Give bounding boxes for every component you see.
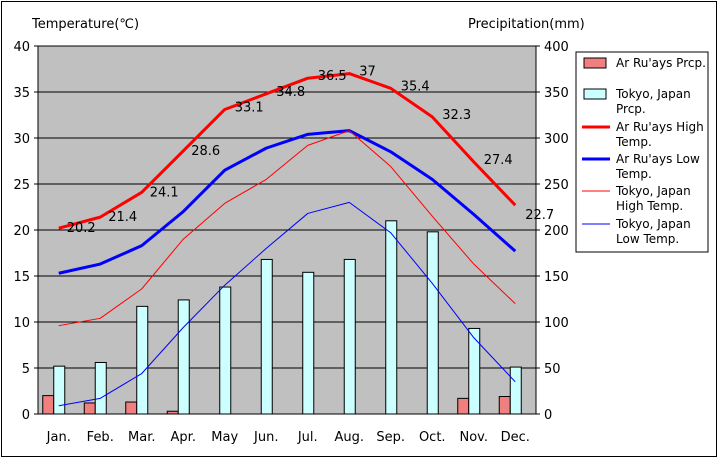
y-left-tick-label: 40 (13, 40, 30, 55)
x-tick-label: Jul. (297, 430, 318, 445)
y-left-tick-label: 35 (13, 86, 30, 101)
x-tick-label: Jun. (253, 430, 278, 445)
precip-bar (385, 220, 398, 415)
precip-bar (136, 305, 149, 415)
y-right-tick-label: 400 (544, 40, 569, 55)
legend-label: High Temp. (616, 199, 683, 213)
x-tick-label: Oct. (419, 430, 446, 445)
legend-label: Temp. (615, 135, 652, 149)
data-label: 34.8 (276, 85, 305, 100)
temp-line-series (58, 129, 517, 275)
legend-label: Temp. (615, 167, 652, 181)
precip-bar (260, 258, 273, 415)
x-tick-label: Jan. (46, 430, 71, 445)
precip-bar (426, 231, 439, 415)
precip-bar (457, 397, 470, 415)
x-tick-label: Dec. (501, 430, 530, 445)
y-left-tick-label: 10 (13, 316, 30, 331)
precip-bar (94, 361, 107, 415)
legend-label: Low Temp. (616, 232, 679, 246)
y-left-tick-label: 15 (13, 270, 30, 285)
legend-label: Ar Ru'ays High (616, 120, 704, 134)
precip-bar (343, 258, 356, 415)
temp-line-series (58, 201, 516, 407)
x-tick-label: Apr. (171, 430, 196, 445)
precip-bar (53, 365, 66, 415)
data-label: 33.1 (235, 100, 264, 115)
y-right-tick-label: 100 (544, 316, 569, 331)
data-label: 32.3 (442, 108, 471, 123)
y-right-tick-label: 350 (544, 86, 569, 101)
y-right-tick-label: 150 (544, 270, 569, 285)
temp-line-series (58, 72, 517, 230)
x-tick-label: May (211, 430, 238, 445)
y-left-tick-label: 5 (22, 362, 30, 377)
y-right-tick-label: 200 (544, 224, 569, 239)
precip-bar (125, 401, 138, 415)
y-right-axis-title: Precipitation(mm) (468, 17, 585, 32)
x-tick-label: Feb. (87, 430, 114, 445)
legend-swatch (583, 88, 607, 100)
data-label: 21.4 (108, 210, 137, 225)
precip-bar (468, 327, 481, 415)
legend-label: Prcp. (616, 102, 646, 116)
x-tick-label: Aug. (334, 430, 364, 445)
x-tick-label: Mar. (128, 430, 155, 445)
y-right-tick-label: 50 (544, 362, 561, 377)
precip-bar (42, 395, 55, 415)
legend-label: Ar Ru'ays Low (616, 152, 700, 166)
precip-bar (219, 286, 232, 415)
x-tick-label: Nov. (460, 430, 489, 445)
precip-bar (302, 271, 315, 415)
legend-label: Tokyo, Japan (615, 87, 691, 101)
data-label: 35.4 (401, 79, 430, 94)
y-left-tick-label: 30 (13, 132, 30, 147)
legend-label: Ar Ru'ays Prcp. (616, 56, 706, 70)
precip-bar (177, 299, 190, 415)
y-left-tick-label: 25 (13, 178, 30, 193)
legend-swatch (583, 57, 607, 69)
data-label: 22.7 (525, 208, 554, 223)
data-label: 28.6 (191, 144, 220, 159)
y-left-axis-title: Temperature(℃) (31, 17, 139, 32)
data-label: 24.1 (150, 185, 179, 200)
legend-label: Tokyo, Japan (615, 184, 691, 198)
data-label: 37 (359, 65, 376, 80)
y-left-tick-label: 20 (13, 224, 30, 239)
data-label: 27.4 (484, 153, 513, 168)
y-right-tick-label: 0 (544, 408, 552, 423)
y-left-tick-label: 0 (22, 408, 30, 423)
precip-bar (83, 402, 96, 415)
y-right-tick-label: 250 (544, 178, 569, 193)
temp-line-series (58, 130, 516, 327)
data-label: 20.2 (67, 221, 96, 236)
x-tick-label: Sep. (376, 430, 405, 445)
y-right-tick-label: 300 (544, 132, 569, 147)
data-label: 36.5 (318, 69, 347, 84)
precip-bar (509, 366, 522, 415)
legend-label: Tokyo, Japan (615, 217, 691, 231)
legend-box (575, 51, 709, 253)
precip-bar (498, 396, 511, 415)
